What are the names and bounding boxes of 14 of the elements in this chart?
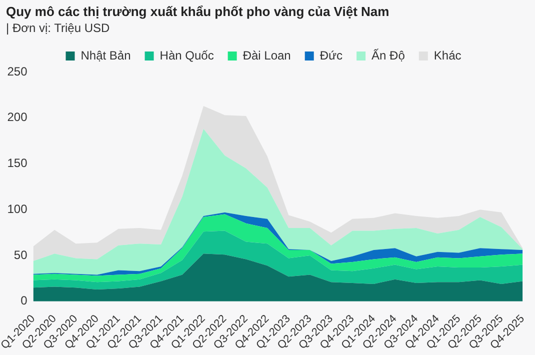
legend-label: Đài Loan xyxy=(242,48,291,62)
y-tick-label: 100 xyxy=(7,202,28,216)
y-tick-label: 150 xyxy=(7,156,28,170)
legend-label: Nhật Bản xyxy=(80,48,131,62)
legend-label: Khác xyxy=(434,48,462,62)
y-tick-label: 50 xyxy=(14,248,28,262)
chart-title: Quy mô các thị trường xuất khẩu phốt pho vàng của Việt Nam xyxy=(6,4,390,19)
legend-label: Hàn Quốc xyxy=(160,48,214,62)
legend-label: Đức xyxy=(320,48,343,62)
legend-label: Ấn Độ xyxy=(372,48,406,62)
chart-subtitle: | Đơn vị: Triệu USD xyxy=(6,21,110,35)
y-tick-label: 250 xyxy=(7,64,28,78)
y-tick-label: 0 xyxy=(20,294,28,308)
y-tick-label: 200 xyxy=(7,110,28,124)
